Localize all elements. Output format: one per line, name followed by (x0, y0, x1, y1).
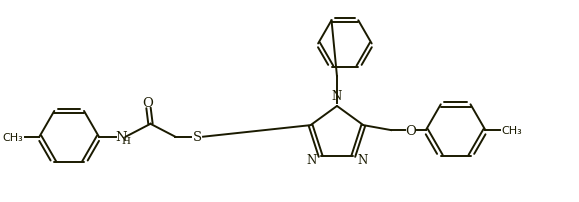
Text: CH₃: CH₃ (3, 132, 24, 142)
Text: N: N (357, 153, 368, 166)
Text: CH₃: CH₃ (501, 125, 522, 135)
Text: N: N (306, 153, 317, 166)
Text: H: H (121, 137, 130, 145)
Text: N: N (332, 89, 342, 102)
Text: N: N (115, 130, 127, 143)
Text: O: O (405, 124, 416, 137)
Text: O: O (142, 97, 153, 110)
Text: S: S (193, 130, 201, 143)
